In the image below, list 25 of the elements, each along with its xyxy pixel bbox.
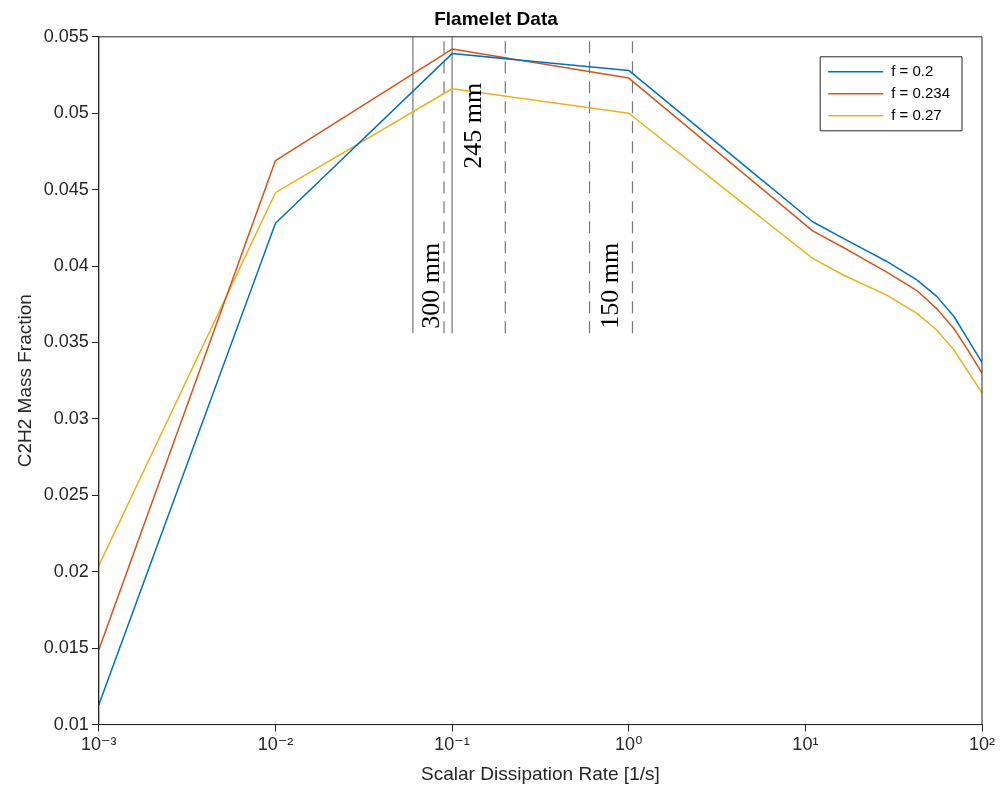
y-tick-label: 0.025 — [43, 484, 89, 505]
y-tick-label: 0.045 — [43, 178, 89, 199]
x-tick-label: 10⁻¹ — [434, 734, 470, 755]
x-tick-label: 10⁻² — [257, 734, 294, 755]
y-tick-label: 0.04 — [53, 255, 89, 276]
annotation: 245 mm — [458, 82, 488, 169]
y-tick-label: 0.05 — [53, 102, 89, 123]
legend-label: f = 0.234 — [891, 83, 951, 101]
y-tick-label: 0.035 — [43, 331, 89, 352]
x-tick-label: 10¹ — [792, 734, 819, 755]
chart-title: Flamelet Data — [434, 7, 559, 29]
y-tick-label: 0.01 — [53, 713, 89, 734]
legend-label: f = 0.2 — [891, 61, 934, 79]
x-tick-label: 10⁰ — [615, 734, 643, 755]
y-tick-label: 0.03 — [53, 407, 89, 428]
y-axis-title: C2H2 Mass Fraction — [13, 294, 35, 468]
y-tick-label: 0.02 — [53, 560, 89, 581]
annotation: 150 mm — [594, 242, 624, 329]
legend-label: f = 0.27 — [891, 105, 942, 123]
x-tick-label: 10⁻³ — [81, 734, 117, 755]
y-tick-label: 0.015 — [43, 637, 89, 658]
x-axis-title: Scalar Dissipation Rate [1/s] — [421, 762, 660, 784]
y-tick-label: 0.055 — [43, 25, 89, 46]
annotation: 300 mm — [416, 242, 446, 329]
x-tick-label: 10² — [968, 734, 996, 755]
